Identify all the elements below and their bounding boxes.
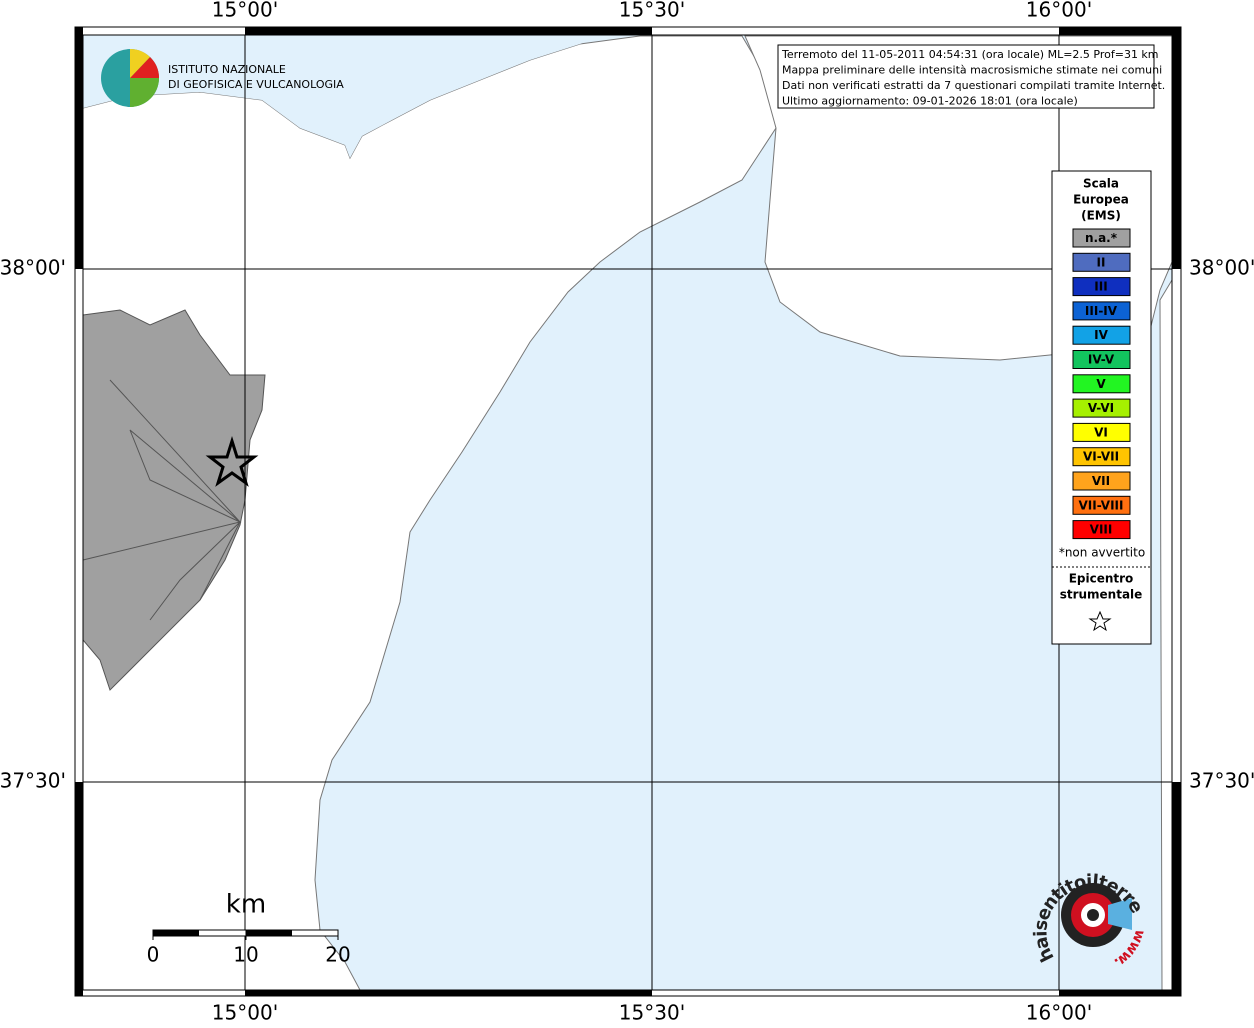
legend-swatch: [1072, 471, 1131, 491]
lon-label: 16°00': [1026, 0, 1092, 22]
scale-tick: 0: [147, 943, 160, 967]
epicenter-star: [205, 435, 259, 487]
logo-line: DI GEOFISICA E VULCANOLOGIA: [168, 78, 344, 91]
scale-tick: 20: [325, 943, 350, 967]
info-line: Mappa preliminare delle intensità macros…: [782, 64, 1162, 77]
lon-label: 15°00': [212, 1001, 278, 1025]
lat-label: 37°30': [1189, 769, 1254, 793]
legend-title: (EMS): [1081, 209, 1121, 223]
info-lines: Terremoto del 11-05-2011 04:54:31 (ora l…: [781, 48, 1165, 108]
legend-swatch: [1072, 350, 1131, 369]
lon-label: 15°00': [212, 0, 278, 22]
info-line: Dati non verificati estratti da 7 questi…: [782, 79, 1165, 92]
legend-label: VII: [1092, 474, 1110, 488]
info-box: [777, 44, 1155, 109]
legend-swatch: [1072, 447, 1131, 467]
legend-swatch: [1072, 301, 1131, 321]
felt-area: [82, 309, 266, 691]
legend-swatch: [1072, 374, 1131, 394]
legend-label: VII-VIII: [1078, 498, 1123, 512]
legend-epicenter: Epicentro: [1069, 572, 1134, 586]
lat-label: 37°30': [0, 769, 66, 793]
legend-swatch: [1072, 228, 1131, 248]
lon-label: 16°00': [1026, 1001, 1092, 1025]
lat-label: 38°00': [0, 256, 66, 280]
legend-label: II: [1097, 255, 1106, 269]
legend-title: Scala: [1083, 177, 1119, 191]
scale-unit: km: [226, 890, 266, 920]
legend-swatch: [1072, 495, 1131, 515]
legend-label: VI-VII: [1083, 450, 1119, 464]
legend-title: Europea: [1073, 193, 1129, 207]
logo-line: ISTITUTO NAZIONALE: [168, 63, 286, 76]
legend-star: [1088, 610, 1112, 632]
legend-label: IV: [1094, 328, 1108, 342]
municipal-borders: [82, 379, 242, 621]
scale-tick: 10: [233, 943, 258, 967]
legend-label: VIII: [1090, 523, 1113, 537]
frame: [74, 26, 1182, 997]
legend-label: III-IV: [1085, 304, 1118, 318]
land-edge: [1159, 278, 1173, 991]
legend-swatch: [1072, 277, 1131, 297]
legend-note: *non avvertito: [1059, 546, 1145, 560]
lat-label: 38°00': [1189, 256, 1254, 280]
legend-label: III: [1094, 280, 1107, 294]
legend-swatch: [1072, 422, 1131, 442]
lon-label: 15°30': [619, 1001, 685, 1025]
legend-label: V: [1096, 377, 1106, 391]
scale-bar: km 0 10 20: [147, 890, 351, 967]
legend-epicenter: strumentale: [1060, 588, 1143, 602]
legend-swatch: [1072, 325, 1131, 345]
ingv-logo: ISTITUTO NAZIONALE DI GEOFISICA E VULCAN…: [101, 49, 344, 107]
info-line: Terremoto del 11-05-2011 04:54:31 (ora l…: [781, 48, 1159, 61]
sea-north: [83, 36, 600, 158]
legend-swatch: [1072, 520, 1131, 540]
legend-label: V-VI: [1088, 401, 1114, 415]
legend-label: VI: [1094, 425, 1108, 439]
info-line: Ultimo aggiornamento: 09-01-2026 18:01 (…: [782, 95, 1078, 108]
legend-label: IV-V: [1088, 353, 1115, 367]
legend: ScalaEuropea(EMS)n.a.*IIIIIIII-IVIVIV-VV…: [1059, 177, 1145, 602]
legend-label: n.a.*: [1085, 231, 1118, 245]
lon-label: 15°30': [619, 0, 685, 22]
legend-swatch: [1072, 398, 1131, 418]
legend-swatch: [1072, 252, 1131, 272]
